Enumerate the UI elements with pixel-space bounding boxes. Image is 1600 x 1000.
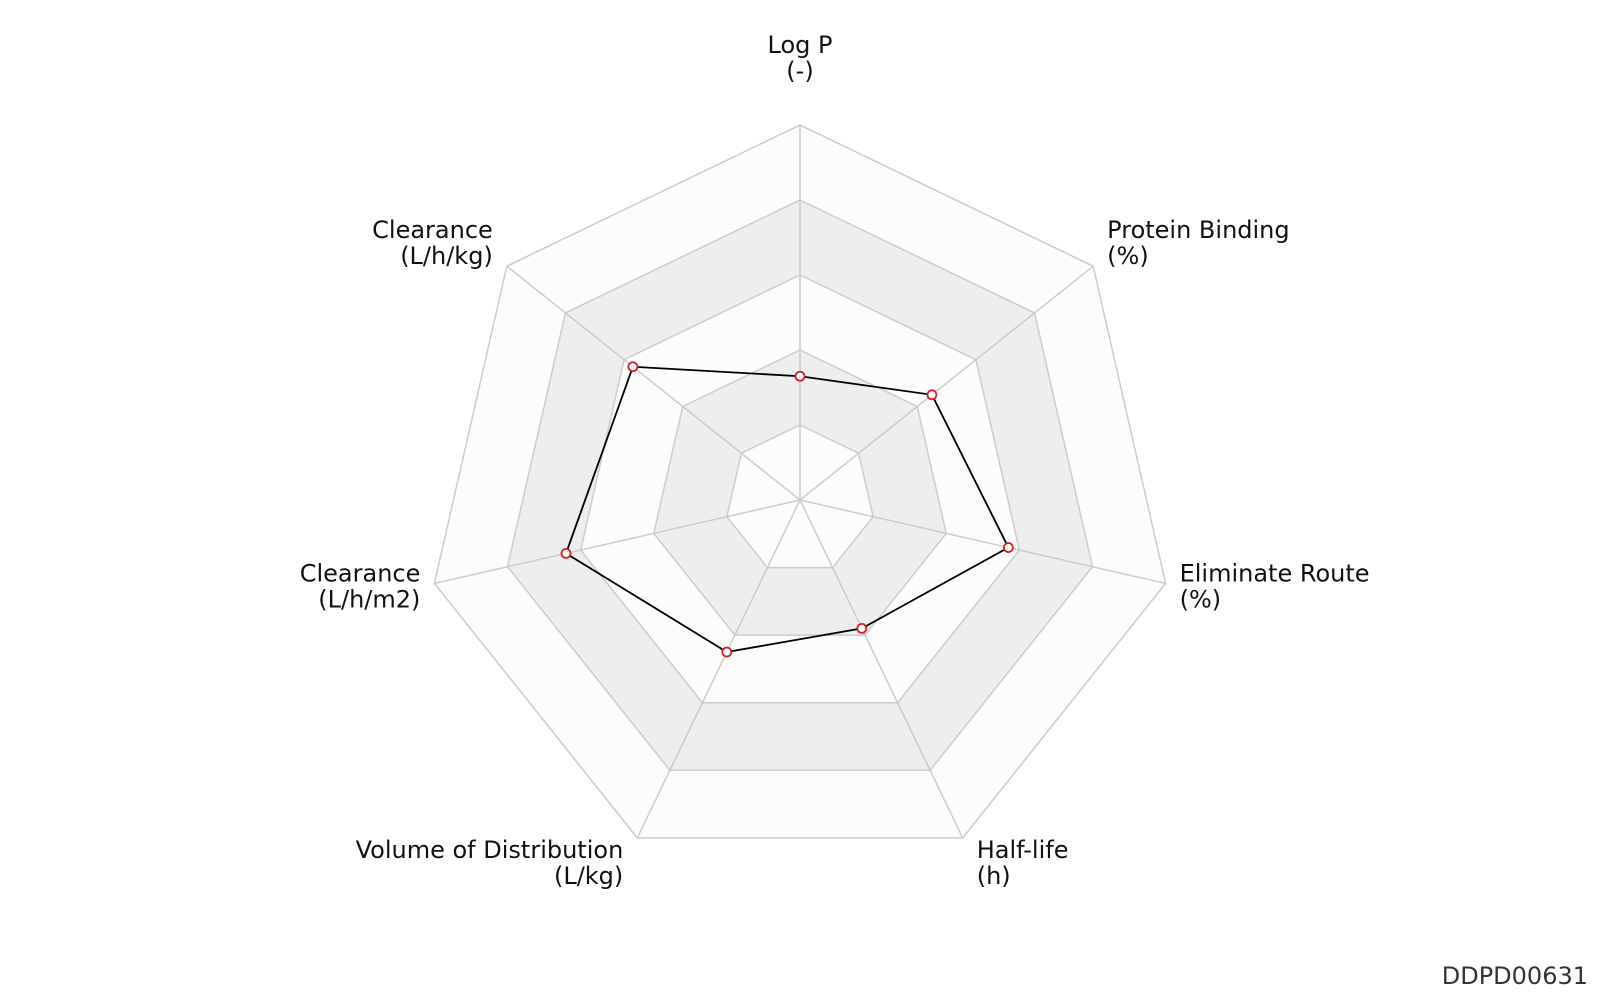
data-point-2 xyxy=(1002,542,1014,553)
radar-axis-labels: Log P(-)Protein Binding(%)Eliminate Rout… xyxy=(300,31,1370,890)
data-point-6 xyxy=(627,361,639,373)
axis-spoke-4 xyxy=(636,499,801,839)
axis-spoke-1 xyxy=(799,265,1094,501)
series-line xyxy=(564,365,1010,653)
axis-label-name-4: Volume of Distribution xyxy=(356,836,624,864)
axis-label-unit-1: (%) xyxy=(1107,242,1149,270)
axis-label-unit-5: (L/h/m2) xyxy=(318,585,420,613)
axis-label-name-0: Log P xyxy=(768,31,833,59)
axis-label-name-2: Eliminate Route xyxy=(1180,559,1370,587)
axis-spoke-2 xyxy=(799,499,1166,585)
axis-label-unit-2: (%) xyxy=(1180,585,1222,613)
axis-spoke-5 xyxy=(434,499,801,585)
axis-label-unit-6: (L/h/kg) xyxy=(400,242,493,270)
axis-label-unit-3: (h) xyxy=(977,862,1011,890)
radar-series xyxy=(560,361,1014,658)
data-point-1 xyxy=(926,389,938,401)
axis-label-name-3: Half-life xyxy=(977,836,1069,864)
chart-identifier: DDPD00631 xyxy=(1441,962,1588,990)
data-point-4 xyxy=(721,646,733,658)
data-point-3 xyxy=(856,622,868,634)
radar-axis-spokes xyxy=(434,125,1166,839)
axis-spoke-6 xyxy=(506,265,801,501)
axis-spoke-3 xyxy=(799,499,964,839)
axis-label-name-1: Protein Binding xyxy=(1107,216,1289,244)
axis-label-name-5: Clearance xyxy=(300,559,421,587)
data-point-0 xyxy=(794,370,806,382)
axis-label-unit-4: (L/kg) xyxy=(554,862,623,890)
axis-label-name-6: Clearance xyxy=(372,216,493,244)
data-point-5 xyxy=(560,548,572,559)
axis-label-unit-0: (-) xyxy=(786,57,813,85)
